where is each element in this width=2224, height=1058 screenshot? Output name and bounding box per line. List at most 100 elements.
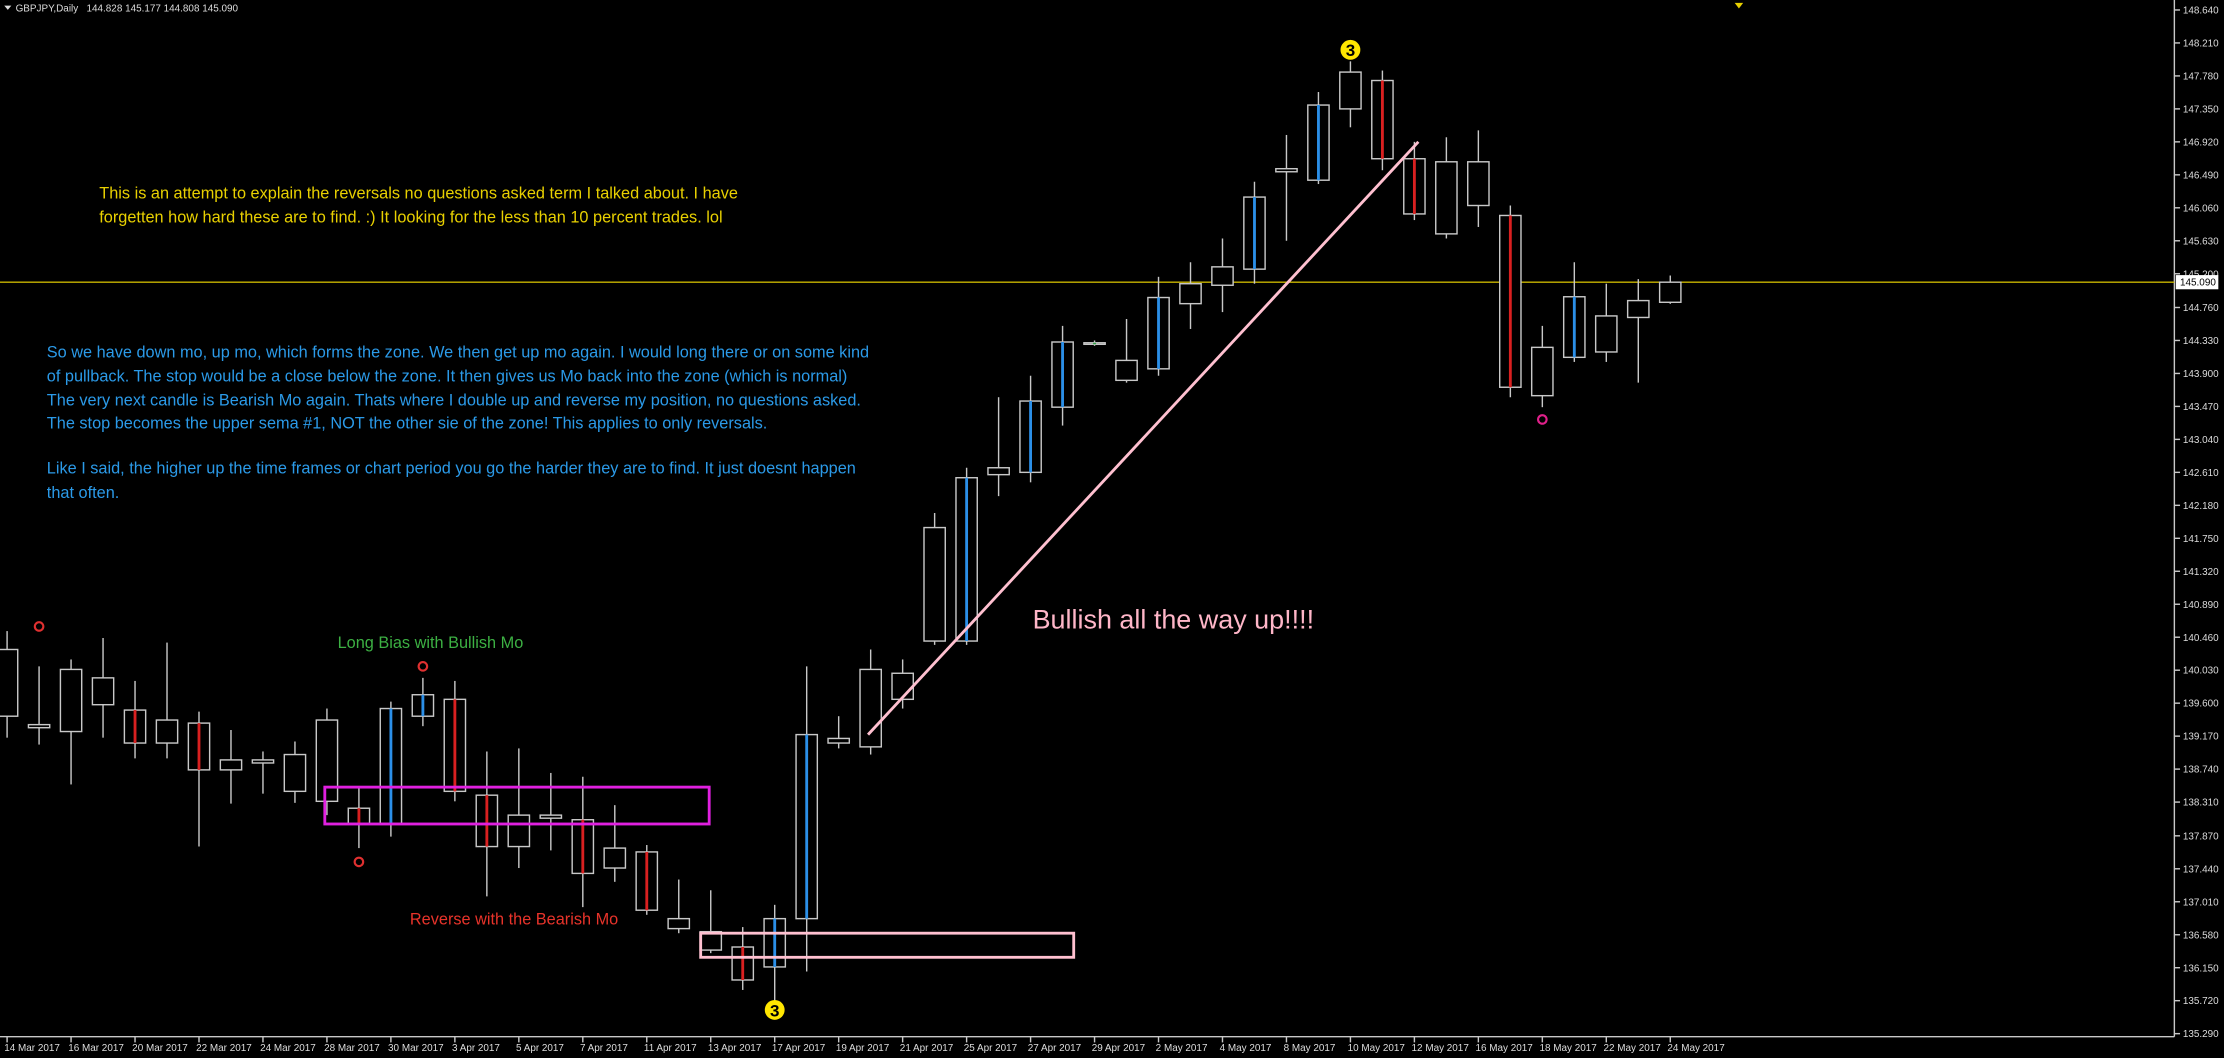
candle-body: [27, 723, 51, 729]
candle-body: [859, 668, 883, 748]
x-tick-label: 14 Mar 2017: [4, 1043, 60, 1054]
x-tick-label: 18 May 2017: [1539, 1043, 1597, 1054]
y-tick-label: 144.760: [2183, 303, 2219, 314]
candle-body: [1275, 167, 1298, 173]
y-tick-label: 142.180: [2183, 501, 2219, 512]
current-price-box: [2175, 275, 2219, 290]
y-tick-label: 145.200: [2183, 269, 2219, 280]
candle-body: [0, 648, 19, 717]
y-tick-label: 140.030: [2183, 666, 2219, 677]
y-tick-label: 139.600: [2183, 699, 2219, 710]
y-tick-label: 138.740: [2183, 765, 2219, 776]
y-tick-label: 137.440: [2183, 864, 2219, 875]
y-tick-label: 147.780: [2183, 71, 2219, 82]
candle-body: [1211, 266, 1234, 286]
candle-body: [987, 467, 1010, 476]
candle-body: [1179, 283, 1202, 305]
candle-body: [251, 759, 275, 764]
x-tick-label: 21 Apr 2017: [900, 1043, 954, 1054]
candle-body: [1626, 299, 1650, 319]
candle-body: [1115, 359, 1138, 382]
x-tick-label: 12 May 2017: [1412, 1043, 1470, 1054]
symbol: GBPJPY,Daily: [16, 3, 79, 14]
candle-body: [827, 737, 851, 744]
y-tick-label: 148.640: [2183, 6, 2219, 17]
x-tick-label: 10 May 2017: [1348, 1043, 1406, 1054]
x-tick-label: 5 Apr 2017: [516, 1043, 564, 1054]
annotation: This is an attempt to explain the revers…: [99, 185, 738, 203]
candle-body: [91, 677, 115, 706]
annotation: Bullish all the way up!!!!: [1033, 604, 1315, 634]
current-price-label: 145.090: [2180, 278, 2216, 289]
candle-body: [1658, 281, 1682, 303]
annotation: forgetten how hard these are to find. :)…: [99, 209, 722, 227]
zone-box: [699, 931, 1076, 959]
sema-marker: [33, 621, 45, 632]
x-tick-label: 27 Apr 2017: [1028, 1043, 1082, 1054]
candle-body: [507, 814, 531, 848]
x-tick-label: 3 Apr 2017: [452, 1043, 500, 1054]
candle-body: [315, 719, 339, 803]
trend-line: [867, 140, 1420, 736]
x-tick-label: 29 Apr 2017: [1092, 1043, 1146, 1054]
x-tick-label: 28 Mar 2017: [324, 1043, 380, 1054]
x-tick-label: 20 Mar 2017: [132, 1043, 188, 1054]
y-tick-label: 143.470: [2183, 402, 2219, 413]
plot: 135.290 135.720 136.150 136.580 137.010 137.4…: [0, 6, 2219, 1054]
annotation: Reverse with the Bearish Mo: [410, 911, 618, 929]
candle-body: [1467, 161, 1490, 207]
zone-box: [323, 785, 711, 826]
y-tick-label: 135.720: [2183, 996, 2219, 1007]
y-tick-label: 148.210: [2183, 38, 2219, 49]
y-tick-label: 136.150: [2183, 963, 2219, 974]
candle-body: [667, 917, 691, 930]
sema-marker: [764, 999, 785, 1020]
x-tick-label: 7 Apr 2017: [580, 1043, 628, 1054]
candle-body: [1594, 315, 1618, 353]
sema-label: 3: [1346, 41, 1355, 60]
annotation: Like I said, the higher up the time fram…: [47, 460, 856, 478]
header-prices: 144.828 145.177 144.808 145.090: [87, 3, 239, 14]
y-tick-label: 146.060: [2183, 203, 2219, 214]
y-tick-label: 138.310: [2183, 798, 2219, 809]
y-tick-label: 140.890: [2183, 600, 2219, 611]
sema-label: 3: [770, 1001, 779, 1020]
y-tick-label: 139.170: [2183, 732, 2219, 743]
sema-marker: [417, 661, 429, 672]
sema-marker: [1537, 414, 1548, 425]
candle-body: [283, 753, 307, 793]
menu-arrow[interactable]: [4, 5, 12, 10]
candle-body: [219, 759, 243, 771]
x-tick-label: 22 Mar 2017: [196, 1043, 252, 1054]
y-tick-label: 141.320: [2183, 567, 2219, 578]
x-tick-label: 24 Mar 2017: [260, 1043, 316, 1054]
x-tick-label: 4 May 2017: [1220, 1043, 1272, 1054]
x-tick-label: 17 Apr 2017: [772, 1043, 826, 1054]
annotation: The very next candle is Bearish Mo again…: [47, 392, 861, 410]
y-tick-label: 135.290: [2183, 1029, 2219, 1040]
annotation: So we have down mo, up mo, which forms t…: [47, 343, 869, 361]
annotation: Long Bias with Bullish Mo: [338, 634, 524, 652]
y-tick-label: 146.920: [2183, 137, 2219, 148]
candle-body: [1530, 346, 1554, 397]
candle-body: [59, 668, 83, 733]
y-tick-label: 140.460: [2183, 633, 2219, 644]
annotation: that often.: [47, 484, 120, 502]
candle-body: [1339, 71, 1362, 110]
y-tick-label: 144.330: [2183, 336, 2219, 347]
y-tick-label: 143.900: [2183, 369, 2219, 380]
annotation: of pullback. The stop would be a close b…: [47, 368, 848, 386]
candle-body: [539, 814, 563, 819]
candle-body: [155, 719, 179, 744]
y-tick-label: 143.040: [2183, 435, 2219, 446]
y-tick-label: 147.350: [2183, 104, 2219, 115]
candle-body: [1435, 161, 1458, 235]
sema-marker: [353, 856, 365, 868]
x-tick-label: 16 May 2017: [1476, 1043, 1534, 1054]
y-tick-label: 137.870: [2183, 831, 2219, 842]
x-tick-label: 25 Apr 2017: [964, 1043, 1018, 1054]
y-tick-label: 136.580: [2183, 930, 2219, 941]
x-tick-label: 30 Mar 2017: [388, 1043, 444, 1054]
shift-marker: [1734, 2, 1744, 9]
